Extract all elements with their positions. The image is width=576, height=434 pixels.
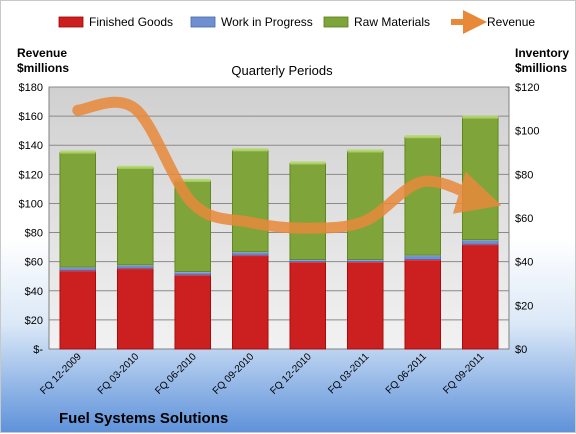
- left-tick-label: $180: [19, 82, 43, 94]
- bar-top-raw-materials: [59, 150, 96, 154]
- legend-label-revenue: Revenue: [487, 15, 535, 29]
- left-tick-label: $20: [25, 315, 43, 327]
- bar-raw-materials: [117, 167, 154, 266]
- legend-label-finished-goods: Finished Goods: [89, 15, 173, 29]
- legend: Finished Goods Work in Progress Raw Materi…: [58, 10, 535, 34]
- right-tick-label: $0: [515, 344, 527, 356]
- x-tick-label: FQ 06-2011: [384, 351, 429, 396]
- right-tick-label: $100: [515, 126, 539, 138]
- bar-raw-materials: [347, 151, 384, 260]
- bar-finished-goods: [404, 259, 441, 350]
- right-axis-title-line2: $millions: [515, 61, 567, 75]
- left-tick-label: $100: [19, 198, 43, 210]
- left-tick-label: $40: [25, 286, 43, 298]
- right-tick-label: $80: [515, 169, 533, 181]
- bar-top-raw-materials: [289, 161, 326, 165]
- revenue-line: [72, 96, 502, 234]
- plot-title: Quarterly Periods: [231, 63, 333, 78]
- left-tick-label: $-: [33, 344, 43, 356]
- left-tick-label: $160: [19, 111, 43, 123]
- bar-top-raw-materials: [117, 165, 154, 169]
- bar-finished-goods: [117, 267, 154, 350]
- bar-finished-goods: [289, 261, 326, 350]
- left-tick-label: $80: [25, 228, 43, 240]
- legend-swatch-raw-materials: [323, 16, 349, 28]
- legend-swatch-finished-goods: [58, 16, 84, 28]
- x-tick-label: FQ 09-2011: [441, 351, 486, 396]
- x-tick-label: FQ 09-2010: [211, 351, 257, 397]
- bar-top-raw-materials: [347, 149, 384, 153]
- bar-top-raw-materials: [232, 148, 269, 152]
- x-tick-label: FQ 03-2010: [96, 351, 142, 397]
- company-name: Fuel Systems Solutions: [59, 410, 228, 427]
- x-tick-label: FQ 06-2010: [153, 351, 199, 397]
- bar-top-raw-materials: [462, 115, 499, 119]
- legend-label-raw-materials: Raw Materials: [354, 15, 430, 29]
- bar-finished-goods: [232, 254, 269, 350]
- x-tick-label: FQ 12-2009: [38, 351, 84, 397]
- right-tick-label: $40: [515, 257, 533, 269]
- left-axis-title-line2: $millions: [17, 61, 69, 75]
- right-tick-label: $120: [515, 82, 539, 94]
- bar-raw-materials: [404, 136, 441, 256]
- bar-raw-materials: [232, 149, 269, 253]
- right-tick-label: $20: [515, 300, 533, 312]
- bar-raw-materials: [462, 117, 499, 241]
- left-axis-title-line1: Revenue: [17, 46, 67, 60]
- legend-swatch-work-in-progress: [190, 16, 216, 28]
- bar-finished-goods: [174, 274, 211, 350]
- bar-raw-materials: [59, 152, 96, 268]
- right-tick-label: $60: [515, 213, 533, 225]
- bar-top-raw-materials: [174, 178, 211, 182]
- plot-area: $- $20 $40 $60 $80 $100 $120 $140 $160 $180 $0 $20 $…: [19, 82, 540, 397]
- left-tick-label: $140: [19, 140, 43, 152]
- bar-raw-materials: [289, 163, 326, 260]
- left-tick-label: $60: [25, 257, 43, 269]
- bar-finished-goods: [462, 243, 499, 350]
- left-tick-label: $120: [19, 169, 43, 181]
- bar-finished-goods: [59, 269, 96, 350]
- bar-top-raw-materials: [404, 135, 441, 139]
- bar-finished-goods: [347, 261, 384, 350]
- right-axis-title-line1: Inventory: [515, 46, 569, 60]
- x-tick-label: FQ 12-2010: [268, 351, 314, 397]
- x-tick-label: FQ 03-2011: [326, 351, 371, 396]
- legend-label-work-in-progress: Work in Progress: [221, 15, 313, 29]
